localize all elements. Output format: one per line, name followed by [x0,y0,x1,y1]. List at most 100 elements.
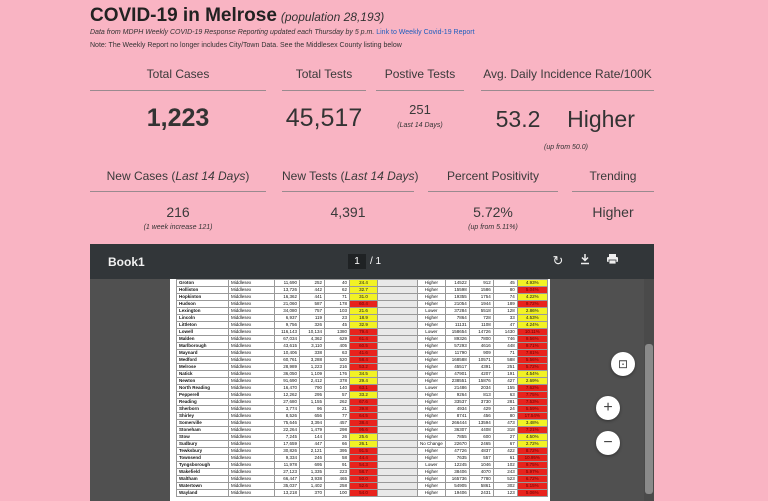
table-cell: 17,659 [274,440,300,448]
total-tests-value: 45,517 [285,104,363,132]
table-cell: Groton [176,279,229,287]
table-cell: 6,937 [274,314,300,322]
table-cell: 16,362 [274,293,300,301]
table-cell: 191 [492,370,518,378]
table-cell: 13,218 [274,489,300,497]
table-cell: Lexington [176,307,229,315]
table-cell: 695 [299,461,325,469]
table-cell: 656 [299,412,325,420]
table-cell: Higher [417,342,446,350]
table-row: Groton Middlesex 11,690 252 40 24.4 Higher 1452… [176,279,548,287]
table-cell: 746 [492,335,518,343]
table-cell: 3730 [468,398,494,406]
table-cell: 3,110 [299,342,325,350]
table-cell: 4.24% [516,321,548,329]
table-cell: Middlesex [228,454,275,462]
table-cell: 19406 [444,489,470,497]
blank-cell [377,391,418,399]
page-title: COVID-19 in Melrose (population 28,193) [90,5,384,27]
table-cell: 10.11% [516,328,548,336]
table-cell: Middlesex [228,412,275,420]
table-cell: 4.93% [516,279,548,287]
table-cell: 223 [324,468,350,476]
table-cell: 2465 [468,440,494,448]
table-cell: 45517 [444,363,470,371]
table-cell: Middlesex [228,286,275,294]
table-cell: 45 [492,279,518,287]
table-cell: 63 [324,349,350,357]
table-cell: 1,402 [299,482,325,490]
table-cell: 29.4 [349,377,378,385]
label-part: Last 14 Days [175,169,246,183]
note-text: Note: The Weekly Report no longer includ… [90,42,402,49]
new-tests-label: New Tests (Last 14 Days) [282,169,419,183]
table-cell: 1,155 [299,398,325,406]
table-row: North Reading Middlesex 16,470 790 140 63.1 Lo… [176,384,548,392]
table-cell: 155 [492,384,518,392]
table-row: Holliston Middlesex 13,726 442 62 32.7 Higher 1… [176,286,548,294]
print-icon[interactable] [603,252,621,270]
zoom-in-icon[interactable]: + [596,396,620,420]
source-text: Data from MDPH Weekly COVID-19 Response … [90,29,375,36]
table-cell: 4391 [468,363,494,371]
table-row: Hopkinton Middlesex 16,362 441 71 31.0 Higher 1… [176,293,548,301]
rotate-icon[interactable]: ↻ [552,253,564,268]
download-icon[interactable] [576,252,594,270]
table-cell: 91,690 [274,377,300,385]
table-cell: 7800 [468,335,494,343]
blank-cell [377,398,418,406]
table-cell: 47 [492,321,518,329]
zoom-out-icon[interactable]: − [596,431,620,455]
table-cell: 24 [492,405,518,413]
table-cell: Middlesex [228,461,275,469]
table-cell: 473 [492,419,518,427]
table-cell: 21,060 [274,300,300,308]
table-cell: 165736 [444,475,470,483]
blank-cell [377,377,418,385]
table-cell: 1046 [468,461,494,469]
blank-cell [377,286,418,294]
table-cell: 16,470 [274,384,300,392]
table-cell: 4.53% [516,314,548,322]
blank-cell [377,419,418,427]
table-cell: 95.6 [349,426,378,434]
table-row: Marlborough Middlesex 43,615 3,110 405 60.5 Hi… [176,342,548,350]
table-cell: 63.1 [349,384,378,392]
table-cell: 189 [492,300,518,308]
table-cell: 5518 [468,307,494,315]
fit-page-icon[interactable]: ⊡ [611,352,635,376]
table-cell: Higher [417,293,446,301]
divider [481,90,654,91]
blank-cell [377,356,418,364]
weekly-report-link[interactable]: Link to Weekly Covid-19 Report [376,29,475,36]
table-cell: 38406 [444,468,470,476]
table-cell: 465 [324,475,350,483]
scrollbar-thumb[interactable] [645,344,653,494]
table-cell: 91.5 [349,447,378,455]
new-cases-value: 216 [166,204,190,220]
table-cell: 7,245 [274,433,300,441]
table-cell: 67.6 [349,398,378,406]
table-cell: 3,394 [299,419,325,427]
pdf-viewer[interactable]: Book1 1 / 1 ↻ Groton Middlesex 11,690 252 40… [90,244,654,501]
blank-cell [377,370,418,378]
table-cell: 813 [468,391,494,399]
table-cell: Higher [417,321,446,329]
page-number-input[interactable]: 1 [348,254,366,269]
table-cell: 103 [324,307,350,315]
blank-cell [377,440,418,448]
table-cell: 4.22% [516,293,548,301]
table-cell: 36307 [444,426,470,434]
table-cell: 557 [468,454,494,462]
table-cell: 441 [299,293,325,301]
blank-cell [377,321,418,329]
table-cell: 7.75% [516,391,548,399]
table-cell: 100 [324,489,350,497]
blank-cell [377,349,418,357]
table-cell: 67 [492,440,518,448]
table-cell: 5.72% [516,363,548,371]
table-cell: Higher [417,356,446,364]
table-cell: Middlesex [228,391,275,399]
table-cell: Lower [417,307,446,315]
table-cell: 30,826 [274,447,300,455]
